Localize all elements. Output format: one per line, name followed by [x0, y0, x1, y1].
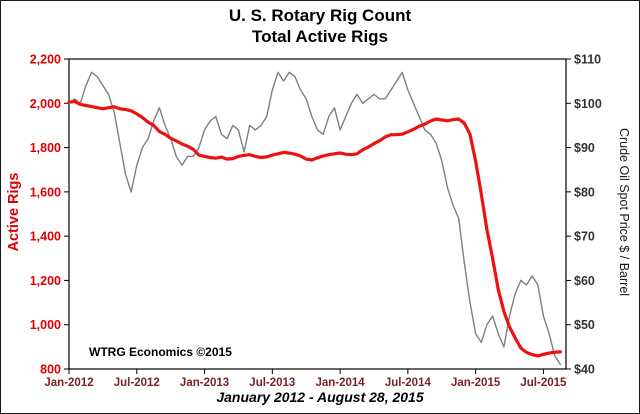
x-axis-tick-label: Jul-2012: [114, 377, 160, 389]
chart-title-line2: Total Active Rigs: [251, 27, 389, 46]
left-axis-tick-label: 1,800: [30, 141, 61, 155]
left-axis-title: Active Rigs: [6, 172, 22, 252]
x-axis-tick-label: Jul-2013: [249, 377, 295, 389]
chart-title: U. S. Rotary Rig Count: [228, 6, 412, 25]
x-axis-tick-label: Jan-2015: [451, 377, 501, 389]
attribution-text: WTRG Economics ©2015: [89, 345, 232, 359]
right-axis-tick-label: $80: [574, 185, 595, 199]
active-rigs-line: [67, 99, 563, 358]
date-range-subtitle: January 2012 - August 28, 2015: [216, 389, 424, 405]
right-axis-tick-label: $100: [574, 97, 602, 111]
left-axis-tick-label: 1,600: [30, 185, 61, 199]
right-axis-tick-label: $60: [574, 274, 595, 288]
left-axis-tick-label: 1,400: [30, 230, 61, 244]
right-axis-title: Crude Oil Spot Price $ / Barrel: [617, 127, 631, 297]
plot-border: [68, 58, 567, 370]
left-axis-tick-label: 2,000: [30, 97, 61, 111]
right-axis-tick-label: $90: [574, 141, 595, 155]
right-axis-tick-label: $110: [574, 53, 601, 67]
left-axis-tick-label: 1,200: [30, 274, 61, 288]
x-axis-tick-label: Jul-2015: [520, 377, 567, 389]
x-axis-tick-label: Jan-2014: [315, 377, 365, 389]
left-axis-tick-label: 1,000: [30, 318, 61, 332]
left-axis-tick-label: 2,200: [30, 53, 61, 67]
x-axis-tick-label: Jul-2014: [385, 377, 432, 389]
right-axis-tick-label: $70: [574, 230, 595, 244]
crude-oil-spot-price-line: [68, 71, 562, 366]
right-axis-tick-label: $50: [574, 318, 595, 332]
x-axis-tick-label: Jan-2013: [180, 377, 229, 389]
x-axis-tick-label: Jan-2012: [44, 377, 93, 389]
left-axis-tick-label: 800: [40, 363, 61, 377]
right-axis-tick-label: $40: [574, 363, 595, 377]
